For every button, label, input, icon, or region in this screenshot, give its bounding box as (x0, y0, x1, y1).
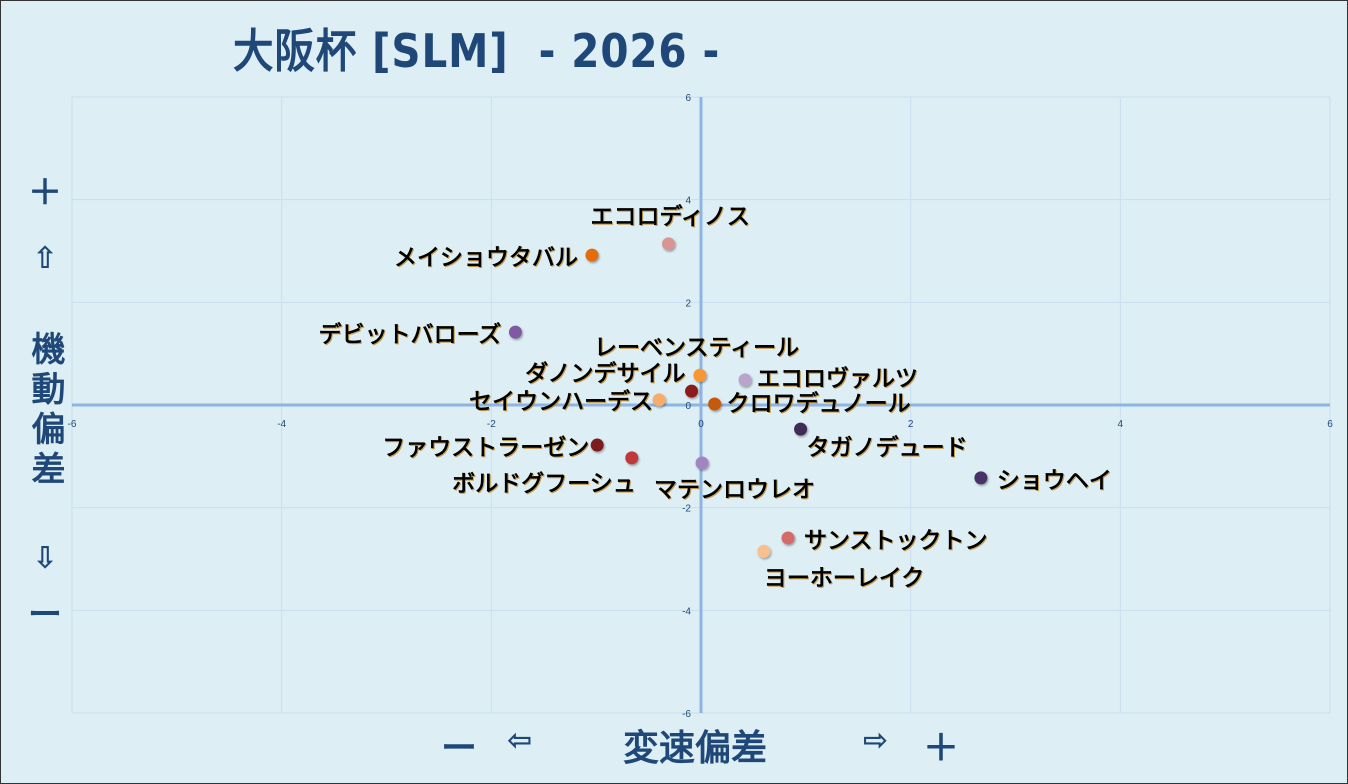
y-axis-label: 機動偏差 (25, 331, 65, 491)
y-minus-sign: ー (28, 595, 62, 635)
data-point-label: ボルドグフーシュ (452, 470, 636, 497)
data-point-label: デビットバローズ (319, 321, 502, 348)
data-point-label: ヨーホーレイク (764, 565, 925, 591)
data-point-label: タガノデュード (807, 434, 968, 461)
data-point (590, 438, 604, 452)
data-point-label: メイショウタバル (394, 245, 578, 271)
left-arrow-icon: ⇦ (507, 723, 533, 758)
down-arrow-icon: ⇩ (32, 541, 58, 576)
data-point (685, 384, 699, 398)
y-tick-label: -2 (682, 504, 691, 515)
x-tick-label: -2 (487, 419, 496, 430)
right-arrow-icon: ⇨ (863, 723, 889, 758)
x-tick-label: 0 (698, 419, 704, 430)
data-point-label: レーベンスティール (594, 335, 799, 361)
x-tick-label: 4 (1118, 419, 1124, 430)
data-point (693, 368, 707, 382)
y-tick-label: 2 (685, 298, 691, 309)
data-point (974, 471, 988, 485)
data-point (794, 422, 808, 436)
data-point (662, 237, 676, 251)
data-point (585, 248, 599, 262)
y-tick-label: -4 (682, 606, 691, 617)
x-tick-label: -4 (277, 419, 286, 430)
data-point (738, 373, 752, 387)
data-point (508, 325, 522, 339)
up-arrow-icon: ⇧ (32, 241, 58, 276)
y-tick-label: 0 (685, 401, 691, 412)
data-point (757, 544, 771, 558)
y-tick-label: -6 (682, 709, 691, 720)
data-point (625, 451, 639, 465)
data-point-label: エコロヴァルツ (757, 365, 918, 392)
data-point-label: ファウストラーゼン (382, 435, 589, 461)
data-point-label: エコロディノス (591, 203, 750, 230)
x-plus-sign: ＋ (923, 728, 960, 769)
x-tick-label: 6 (1327, 419, 1333, 430)
y-plus-sign: ＋ (28, 173, 62, 213)
y-tick-label: 4 (685, 196, 691, 207)
y-tick-label: 6 (685, 93, 691, 104)
data-point-label: セイウンハーデス (469, 388, 653, 415)
data-point-label: クロワデュノール (727, 390, 911, 417)
data-point (695, 456, 709, 470)
data-point (652, 393, 666, 407)
x-axis-label: 変速偏差 (623, 728, 768, 769)
data-point-label: サンストックトン (804, 528, 988, 554)
chart-title: 大阪杯 [SLM] - 2026 - (233, 24, 721, 78)
data-point (708, 397, 722, 411)
x-tick-label: 2 (908, 419, 914, 430)
x-minus-sign: ー (441, 728, 478, 769)
data-point-label: ダノンデサイル (525, 360, 685, 387)
x-tick-label: -6 (68, 419, 77, 430)
data-point-label: マテンロウレオ (654, 477, 815, 503)
data-point-label: ショウヘイ (997, 468, 1112, 494)
data-point (781, 531, 795, 545)
